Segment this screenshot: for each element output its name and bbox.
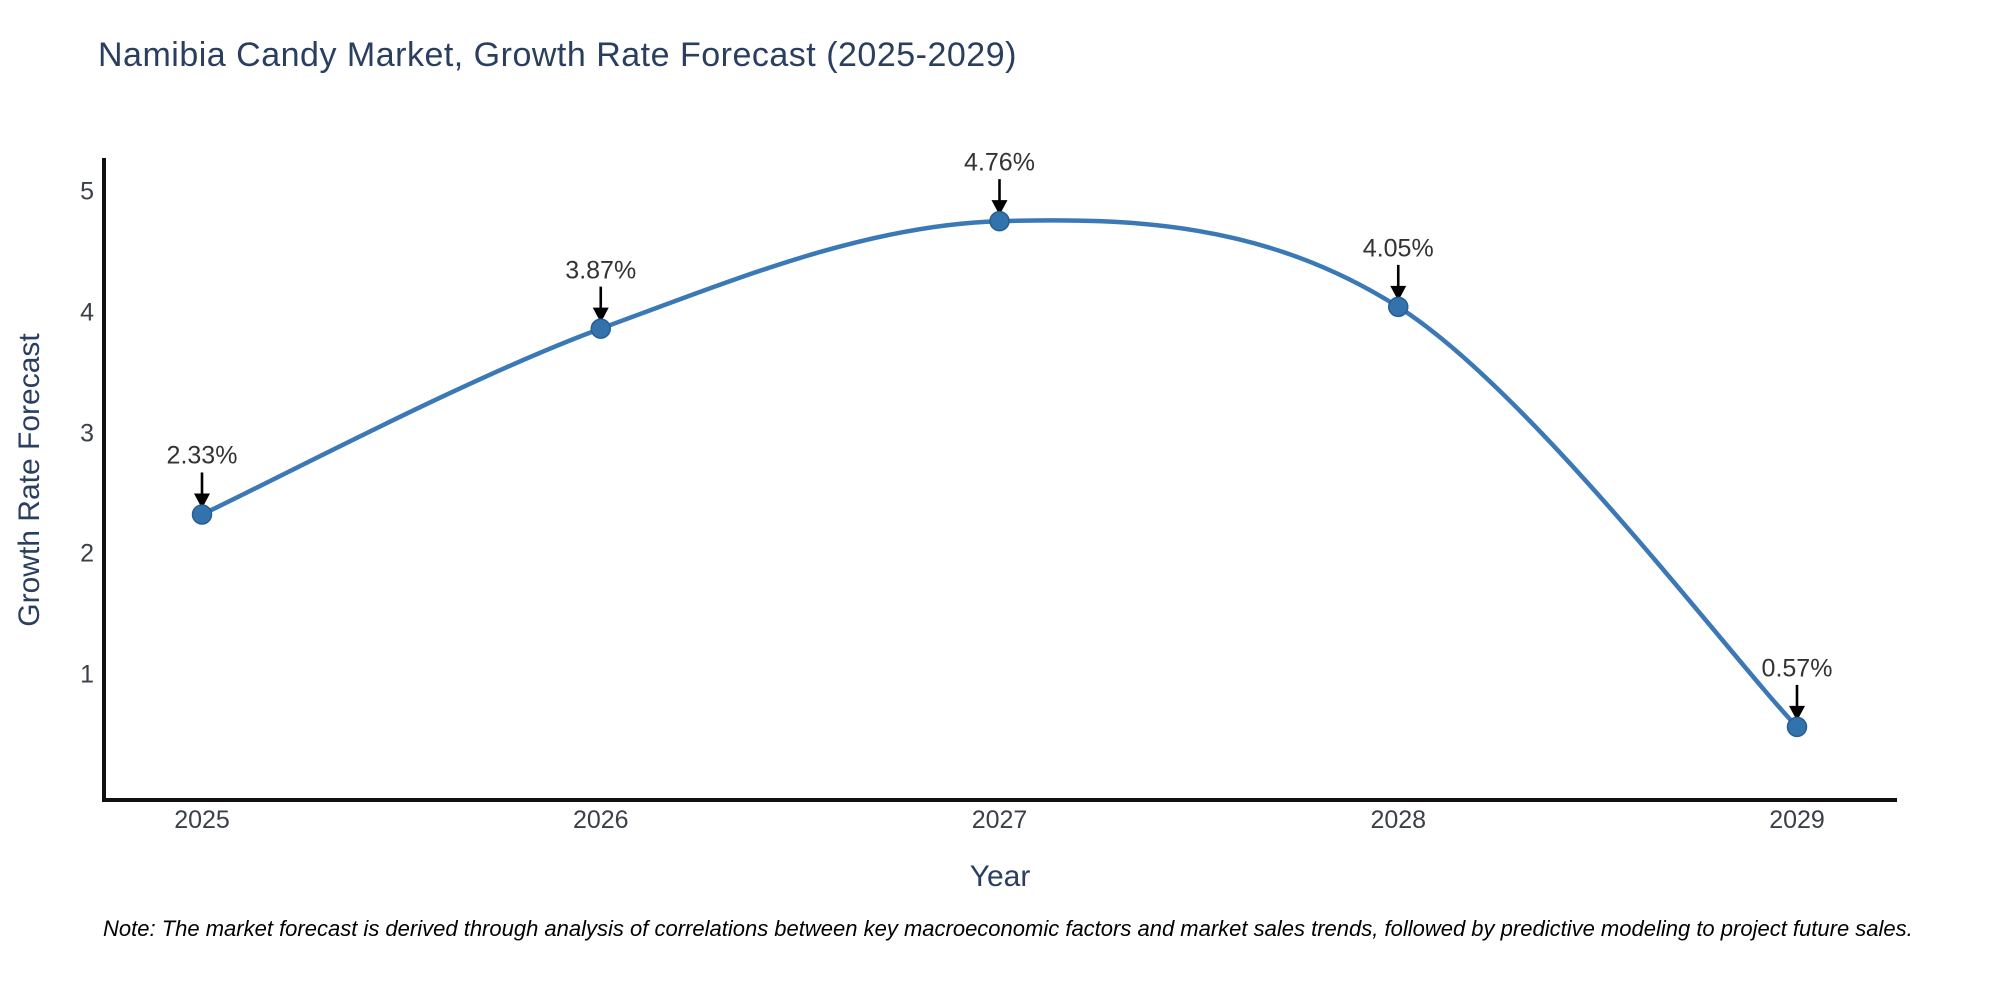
annotation-arrow-head [592,307,609,323]
forecast-line [199,218,1800,730]
chart-title: Namibia Candy Market, Growth Rate Foreca… [98,36,1017,74]
y-axis-tick-label: 1 [80,660,94,689]
footnote: Note: The market forecast is derived thr… [103,916,1913,941]
x-axis-tick-label: 2027 [971,806,1028,834]
y-axis-tick-label: 5 [80,177,94,206]
y-axis-tick-label: 2 [80,539,94,568]
data-point-marker [989,210,1010,232]
data-point-marker [590,318,611,339]
x-axis-title: Year [969,860,1031,893]
y-axis-tick-label: 3 [80,419,94,448]
data-point-label: 4.05% [1362,234,1434,263]
y-axis-tick-label: 4 [80,298,94,327]
annotation-arrow-head [991,200,1008,216]
annotation-arrow-head [1789,705,1805,721]
annotation-arrow-head [194,493,210,509]
x-axis-tick-label: 2029 [1769,806,1825,834]
data-point-label: 2.33% [166,441,238,470]
data-point-marker [1388,296,1409,318]
data-point-label: 4.76% [964,148,1035,177]
axis-lines [102,158,1897,802]
data-point-label: 0.57% [1761,654,1833,683]
data-point-marker [1786,716,1808,738]
data-point-marker [191,504,213,525]
x-axis-tick-label: 2026 [572,806,629,834]
data-point-label: 3.87% [565,256,637,285]
annotation-arrow-head [1390,285,1407,301]
x-axis-tick-label: 2028 [1370,806,1427,834]
x-axis-tick-label: 2025 [174,806,230,834]
